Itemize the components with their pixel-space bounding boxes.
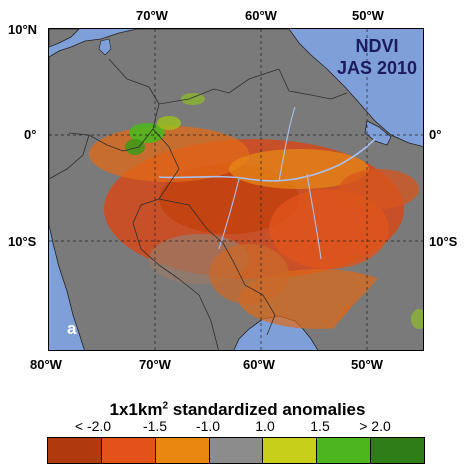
left-tick-10s: 10°S <box>8 234 37 249</box>
bottom-tick-80w: 80°W <box>30 357 62 372</box>
border-line <box>278 68 348 100</box>
legend-swatch <box>155 438 210 463</box>
central-america-land <box>49 29 80 48</box>
legend-title-sup: 2 <box>162 400 169 412</box>
legend-title: 1x1km2 standardized anomalies <box>0 400 475 420</box>
map-title-variable: NDVI <box>355 36 399 56</box>
river <box>278 106 296 182</box>
border-line <box>158 198 276 336</box>
amazon-map <box>49 29 423 350</box>
legend-tick-1: 1.0 <box>255 418 275 434</box>
graticule <box>49 29 423 350</box>
legend-tick-gt-2: > 2.0 <box>359 418 391 434</box>
map-title-period: JAS 2010 <box>336 58 418 78</box>
bottom-tick-50w: 50°W <box>351 357 383 372</box>
positive-anomaly-patch <box>129 123 165 143</box>
anomaly-patch <box>229 149 369 189</box>
bottom-tick-70w: 70°W <box>139 357 171 372</box>
border-line <box>49 134 90 180</box>
border-line <box>68 58 160 152</box>
legend-tick-minus1-5: -1.5 <box>142 418 168 434</box>
legend-tick-1-5: 1.5 <box>310 418 330 434</box>
anomaly-patch <box>89 126 249 182</box>
legend-tick-minus1: -1.0 <box>195 418 221 434</box>
top-tick-70w: 70°W <box>136 8 168 23</box>
legend-swatch <box>48 438 102 463</box>
positive-anomaly-patch <box>411 309 423 329</box>
river <box>218 178 240 250</box>
anomaly-patch <box>339 169 419 209</box>
legend-title-rest: standardized anomalies <box>168 400 366 419</box>
map-title: NDVI JAS 2010 <box>329 35 423 79</box>
legend-title-main: 1x1km <box>109 400 163 419</box>
lake <box>98 38 112 56</box>
border-line <box>178 278 219 350</box>
anomaly-patch <box>209 244 289 304</box>
positive-anomaly-patch <box>181 93 205 105</box>
river <box>306 173 322 260</box>
amazon-river <box>158 138 376 182</box>
country-borders <box>49 58 348 350</box>
legend-swatch <box>209 438 264 463</box>
legend-swatch <box>101 438 156 463</box>
positive-anomaly-patch <box>125 139 145 155</box>
map-panel: NDVI JAS 2010 a <box>48 28 424 351</box>
legend-swatch <box>317 438 372 463</box>
left-tick-10n: 10°N <box>8 22 38 37</box>
top-tick-50w: 50°W <box>352 8 384 23</box>
right-tick-10s: 10°S <box>429 234 458 249</box>
anomaly-layer <box>89 126 419 339</box>
legend-tick-lt-minus2: < -2.0 <box>74 418 112 434</box>
panel-label: a <box>67 319 77 338</box>
right-tick-0: 0° <box>429 127 442 142</box>
legend-swatch <box>263 438 318 463</box>
legend-swatch <box>371 438 425 463</box>
positive-anomaly-patch <box>157 116 181 130</box>
top-tick-60w: 60°W <box>245 8 277 23</box>
anomaly-patch <box>269 189 389 269</box>
border-line <box>158 68 280 105</box>
left-tick-0: 0° <box>24 127 37 142</box>
bottom-tick-60w: 60°W <box>243 357 275 372</box>
coast-bay <box>364 120 392 146</box>
legend-colorbar <box>47 437 425 464</box>
border-line <box>132 128 180 280</box>
